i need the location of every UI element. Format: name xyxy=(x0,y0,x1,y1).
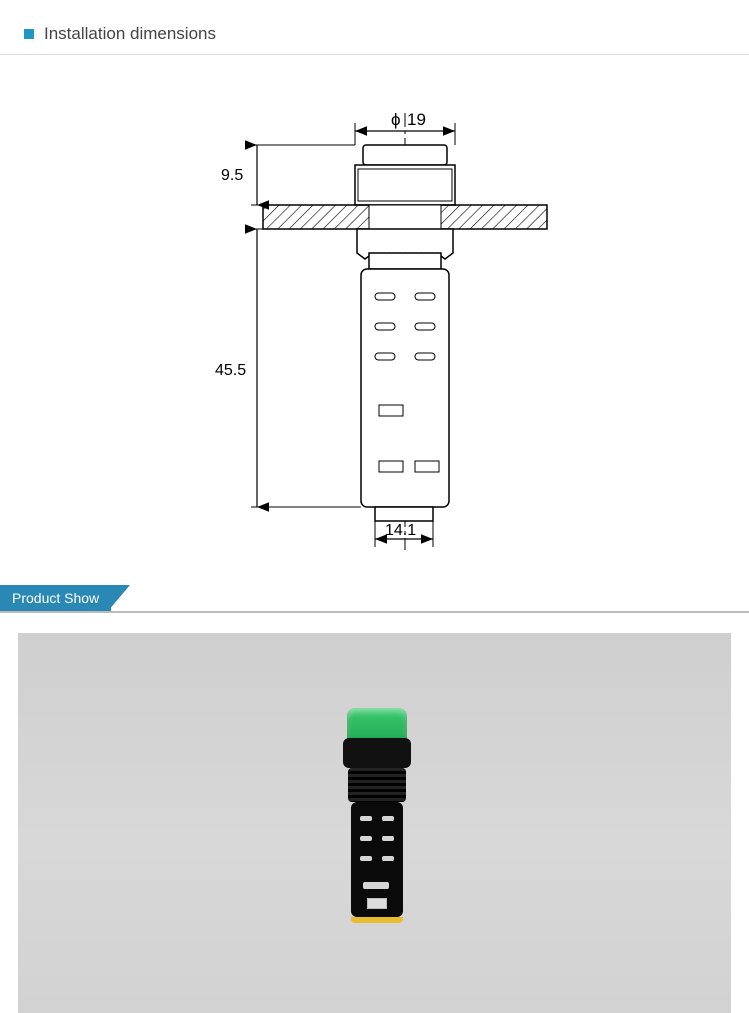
diagram-container: ϕ 19 9.5 45.5 14.1 xyxy=(0,55,749,585)
product-base xyxy=(351,917,403,923)
body-slot xyxy=(360,816,372,821)
section-installation-header: Installation dimensions xyxy=(0,0,749,55)
body-slot xyxy=(360,856,372,861)
body-slot xyxy=(360,836,372,841)
product-thread xyxy=(348,768,406,802)
product-show-area xyxy=(0,613,749,1013)
body-slot xyxy=(382,856,394,861)
section-title: Installation dimensions xyxy=(44,24,216,44)
banner-label: Product Show xyxy=(0,585,111,611)
product-terminal xyxy=(367,898,387,909)
dim-diameter-symbol: ϕ xyxy=(391,110,401,129)
dim-lower-height: 45.5 xyxy=(215,362,246,379)
body-slot-large xyxy=(363,882,389,889)
body-slot xyxy=(382,816,394,821)
body-slot xyxy=(382,836,394,841)
product-render xyxy=(343,708,411,923)
product-photo xyxy=(18,633,731,1013)
dim-upper-height: 9.5 xyxy=(221,167,243,184)
dimension-drawing: ϕ 19 9.5 45.5 14.1 xyxy=(185,95,565,555)
dim-top: 19 xyxy=(407,110,426,129)
product-body xyxy=(351,802,403,917)
product-show-banner: Product Show xyxy=(0,585,749,613)
banner-tail-icon xyxy=(108,585,130,611)
bullet-icon xyxy=(24,29,34,39)
product-bezel xyxy=(343,738,411,768)
dim-bottom: 14.1 xyxy=(385,522,416,539)
